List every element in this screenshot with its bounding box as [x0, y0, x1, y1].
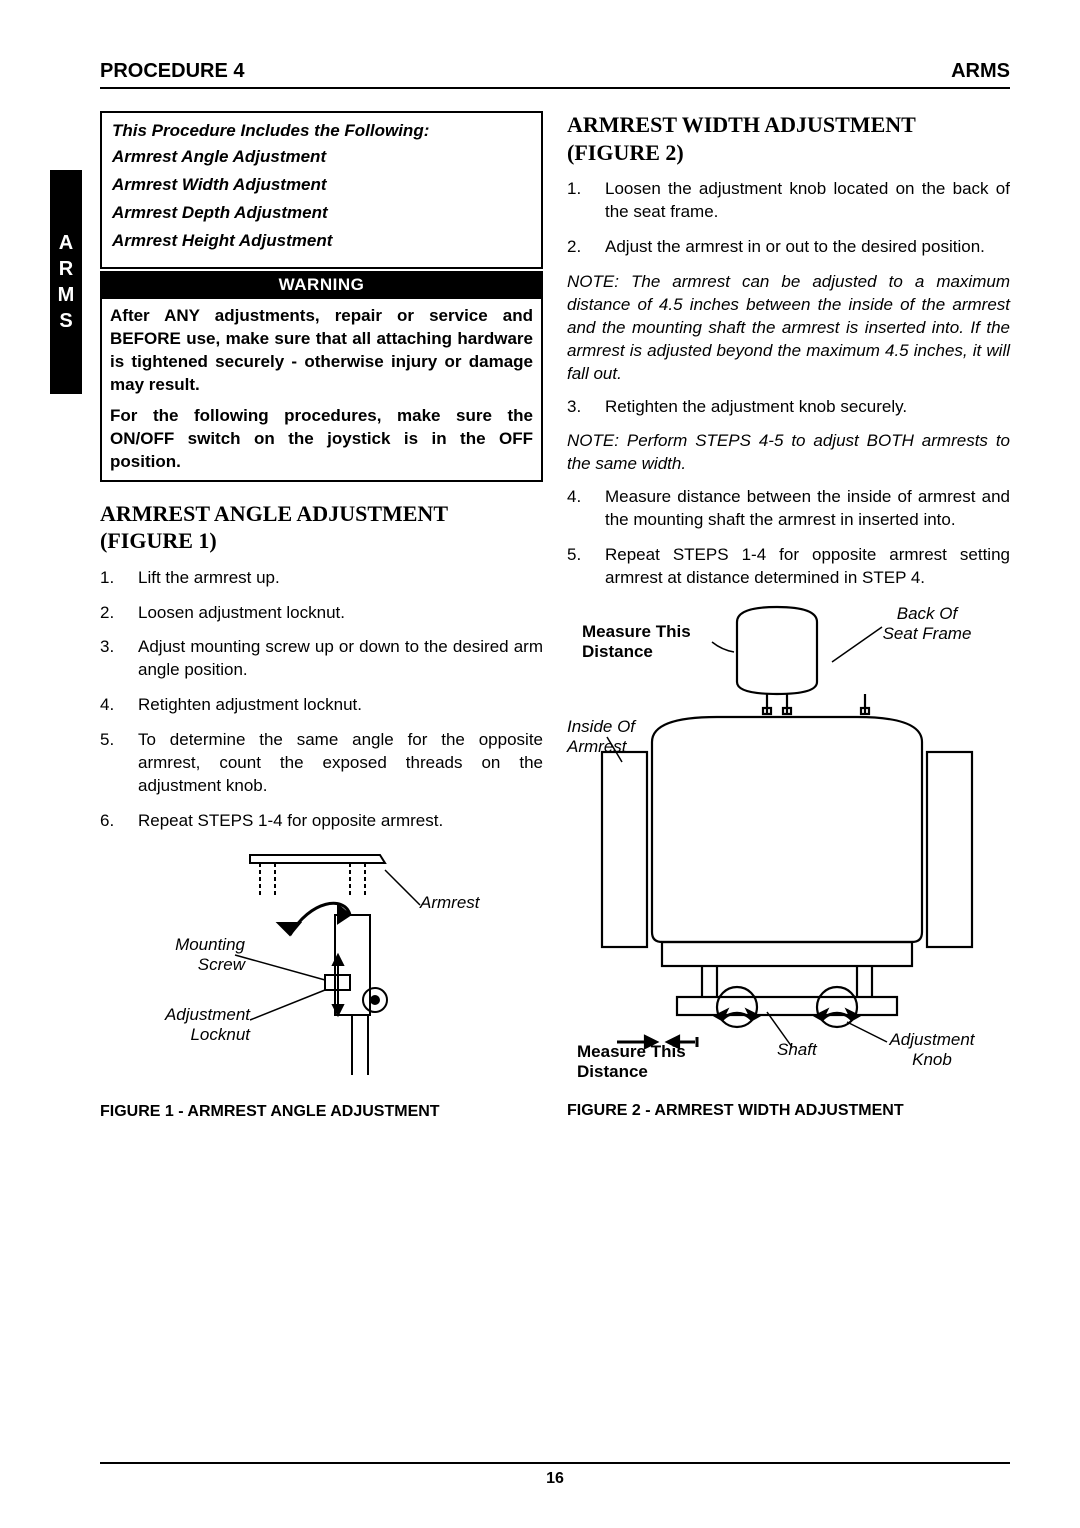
- includes-title: This Procedure Includes the Following:: [112, 121, 531, 141]
- step: Lift the armrest up.: [100, 567, 543, 590]
- step: Loosen adjustment locknut.: [100, 602, 543, 625]
- warning-box: After ANY adjustments, repair or service…: [100, 299, 543, 482]
- side-tab-letter: S: [50, 308, 82, 334]
- step: Repeat STEPS 1-4 for opposite armrest se…: [567, 544, 1010, 590]
- side-tab: A R M S: [50, 170, 82, 394]
- section-angle-title: ARMREST ANGLE ADJUSTMENT (FIGURE 1): [100, 500, 543, 555]
- note-2: NOTE: Perform STEPS 4-5 to adjust BOTH a…: [567, 430, 1010, 476]
- width-steps-c: Measure distance between the inside of a…: [567, 486, 1010, 590]
- includes-item: Armrest Depth Adjustment: [112, 203, 531, 223]
- step: To determine the same angle for the oppo…: [100, 729, 543, 798]
- angle-steps: Lift the armrest up. Loosen adjustment l…: [100, 567, 543, 833]
- step: Measure distance between the inside of a…: [567, 486, 1010, 532]
- page-header: PROCEDURE 4 ARMS: [100, 60, 1010, 89]
- includes-item: Armrest Width Adjustment: [112, 175, 531, 195]
- page-number: 16: [546, 1470, 564, 1487]
- fig2-shaft-label: Shaft: [777, 1040, 817, 1060]
- side-tab-letter: M: [50, 282, 82, 308]
- step: Repeat STEPS 1-4 for opposite armrest.: [100, 810, 543, 833]
- content-columns: This Procedure Includes the Following: A…: [100, 111, 1010, 1121]
- figure-2-svg: [567, 602, 1007, 1072]
- note-1: NOTE: The armrest can be adjusted to a m…: [567, 271, 1010, 386]
- side-tab-letter: A: [50, 230, 82, 256]
- fig2-inside-armrest-label: Inside Of Armrest: [567, 717, 652, 757]
- includes-item: Armrest Height Adjustment: [112, 231, 531, 251]
- fig2-back-seat-label: Back Of Seat Frame: [882, 604, 972, 644]
- step: Loosen the adjustment knob located on th…: [567, 178, 1010, 224]
- fig2-measure-bottom-label: Measure This Distance: [577, 1042, 707, 1082]
- width-steps-a: Loosen the adjustment knob located on th…: [567, 178, 1010, 259]
- includes-box: This Procedure Includes the Following: A…: [100, 111, 543, 269]
- width-steps-b: Retighten the adjustment knob securely.: [567, 396, 1010, 419]
- fig2-adj-knob-label: Adjustment Knob: [877, 1030, 987, 1070]
- step: Retighten adjustment locknut.: [100, 694, 543, 717]
- warning-text-2: For the following procedures, make sure …: [110, 405, 533, 474]
- figure-2: Measure This Distance Back Of Seat Frame…: [567, 602, 1010, 1072]
- side-tab-letter: R: [50, 256, 82, 282]
- step: Adjust the armrest in or out to the desi…: [567, 236, 1010, 259]
- fig1-armrest-label: Armrest: [420, 893, 480, 913]
- step: Retighten the adjustment knob securely.: [567, 396, 1010, 419]
- figure-1: Armrest Mounting Screw Adjustment Locknu…: [100, 845, 543, 1095]
- step: Adjust mounting screw up or down to the …: [100, 636, 543, 682]
- figure-1-caption: FIGURE 1 - ARMREST ANGLE ADJUSTMENT: [100, 1103, 543, 1121]
- warning-header: WARNING: [100, 271, 543, 299]
- fig1-mounting-screw-label: Mounting Screw: [155, 935, 245, 975]
- left-column: This Procedure Includes the Following: A…: [100, 111, 543, 1121]
- fig1-adj-locknut-label: Adjustment Locknut: [145, 1005, 250, 1045]
- fig2-measure-top-label: Measure This Distance: [582, 622, 712, 662]
- includes-item: Armrest Angle Adjustment: [112, 147, 531, 167]
- figure-2-caption: FIGURE 2 - ARMREST WIDTH ADJUSTMENT: [567, 1102, 1010, 1120]
- section-width-title: ARMREST WIDTH ADJUSTMENT (FIGURE 2): [567, 111, 1010, 166]
- header-procedure: PROCEDURE 4: [100, 60, 244, 83]
- page-footer: 16: [100, 1462, 1010, 1488]
- header-section: ARMS: [951, 60, 1010, 83]
- warning-text-1: After ANY adjustments, repair or service…: [110, 305, 533, 397]
- right-column: ARMREST WIDTH ADJUSTMENT (FIGURE 2) Loos…: [567, 111, 1010, 1121]
